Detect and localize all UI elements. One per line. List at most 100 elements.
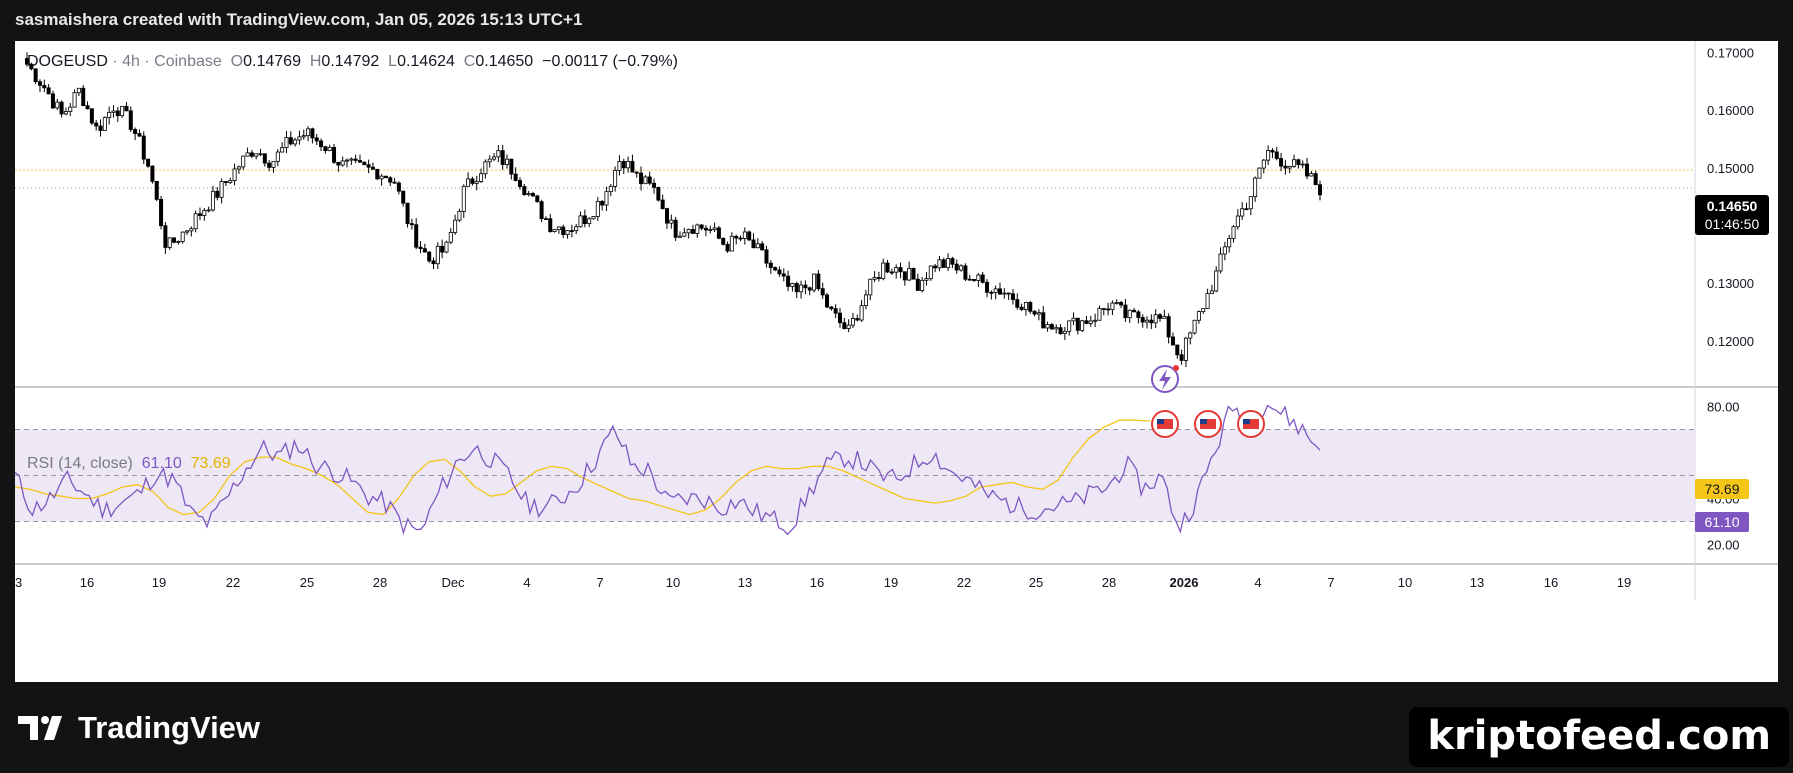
candle-body [1019, 306, 1024, 310]
candle-body [600, 200, 605, 206]
candle-body [163, 225, 168, 248]
rsi-legend-value: 61.10 [141, 455, 182, 472]
candle-body [323, 146, 328, 152]
x-tick-label: 4 [1254, 575, 1261, 590]
candle-body [219, 181, 224, 198]
candle-body [1305, 163, 1310, 177]
candle-body [353, 158, 358, 161]
x-tick-label: 19 [884, 575, 898, 590]
candle-body [1162, 316, 1167, 319]
rsi-label[interactable]: RSI (14, close) [27, 455, 133, 472]
candle-body [107, 111, 112, 119]
candle-body [1244, 208, 1249, 211]
candle-body [1309, 173, 1314, 177]
candle-body [340, 160, 345, 166]
candle-body [742, 231, 747, 239]
tradingview-logo-text: TradingView [78, 710, 261, 745]
candle-body [249, 152, 254, 157]
candle-body [375, 168, 380, 180]
candle-body [1110, 302, 1115, 310]
candle-body [954, 263, 959, 271]
candle-body [721, 237, 726, 245]
candle-body [1028, 302, 1033, 312]
candle-body [133, 129, 138, 135]
candle-body [1205, 293, 1210, 309]
candle-body [288, 137, 293, 145]
symbol-name[interactable]: DOGEUSD [27, 53, 108, 70]
candle-body [595, 200, 600, 217]
candle-body [466, 178, 471, 187]
tradingview-logo[interactable]: TradingView [18, 710, 260, 746]
change-value: −0.00117 (−0.79%) [542, 53, 678, 70]
candle-body [967, 278, 972, 281]
rsi-ma-tag: 73.69 [1695, 479, 1749, 499]
candle-body [1222, 246, 1227, 255]
open-value: 0.14769 [243, 53, 301, 70]
candle-body [1075, 317, 1080, 331]
candle-body [1175, 344, 1180, 356]
x-tick-label: 3 [15, 575, 22, 590]
candle-body [561, 226, 566, 235]
candle-body [306, 128, 311, 137]
rsi-ma-line [15, 419, 1151, 516]
price-tick-label: 0.16000 [1707, 103, 1754, 118]
candle-body [254, 153, 259, 157]
candle-body [167, 237, 172, 248]
symbol-interval[interactable]: 4h [122, 53, 140, 70]
x-tick-label: 19 [152, 575, 166, 590]
candle-body [1127, 309, 1132, 319]
candle-body [993, 288, 998, 294]
candle-body [820, 288, 825, 296]
chart-svg[interactable]: 0.170000.160000.150000.140000.130000.120… [15, 41, 1778, 682]
x-tick-label: Dec [441, 575, 465, 590]
candle-body [479, 173, 484, 182]
candle-body [470, 178, 475, 184]
candle-body [712, 227, 717, 230]
candle-body [799, 284, 804, 293]
candle-body [755, 243, 760, 249]
candle-body [1218, 253, 1223, 272]
candle-body [751, 239, 756, 249]
candle-body [241, 155, 246, 168]
candle-body [401, 190, 406, 204]
candle-body [915, 278, 920, 291]
candle-body [197, 213, 202, 216]
candle-body [392, 181, 397, 184]
candle-body [872, 277, 877, 280]
candle-body [569, 230, 574, 232]
candle-body [146, 158, 151, 167]
candle-body [293, 139, 298, 145]
candle-body [50, 93, 55, 109]
chart-area[interactable]: 0.170000.160000.150000.140000.130000.120… [15, 41, 1778, 682]
candle-body [115, 110, 120, 117]
candle-body [1097, 308, 1102, 321]
candle-body [1032, 310, 1037, 315]
candle-body [379, 175, 384, 180]
candle-body [327, 147, 332, 152]
candle-body [98, 125, 103, 131]
candle-body [530, 193, 535, 197]
candle-body [1248, 196, 1253, 210]
candle-body [656, 186, 661, 201]
candle-body [215, 190, 220, 198]
candle-body [725, 243, 730, 252]
candle-body [1054, 327, 1059, 330]
x-tick-label: 16 [810, 575, 824, 590]
candle-body [747, 231, 752, 241]
x-tick-label: 22 [957, 575, 971, 590]
us-flag-event-icon [1200, 419, 1216, 429]
candle-body [833, 308, 838, 314]
price-tag: 0.14650 01:46:50 [1695, 195, 1769, 235]
candle-body [228, 180, 233, 183]
candle-body [72, 92, 77, 108]
candle-body [1140, 317, 1145, 323]
candle-body [837, 312, 842, 324]
price-tick-label: 0.12000 [1707, 334, 1754, 349]
candle-body [660, 199, 665, 209]
candle-body [556, 226, 561, 231]
candle-body [669, 219, 674, 224]
candle-body [1080, 320, 1085, 331]
candle-body [29, 63, 34, 70]
candle-body [695, 224, 700, 234]
candle-body [94, 122, 99, 127]
